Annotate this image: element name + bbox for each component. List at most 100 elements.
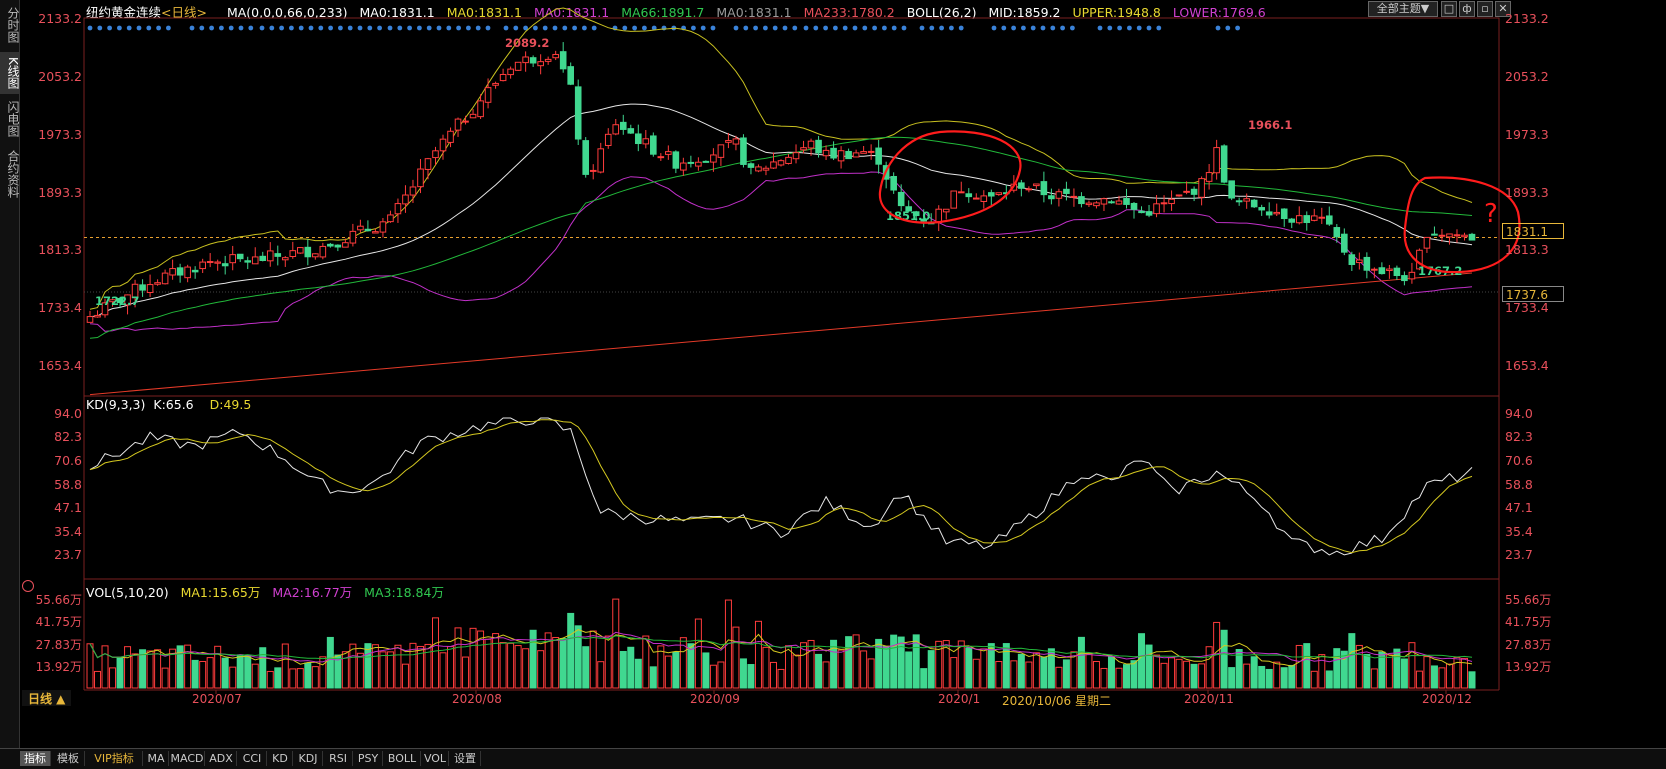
candle-body — [1431, 233, 1438, 236]
candle-body — [1295, 215, 1303, 224]
volume-bar — [1055, 666, 1063, 689]
volume-bar — [462, 656, 470, 689]
volume-bar — [492, 633, 500, 689]
window-icon[interactable]: □ — [1441, 1, 1457, 17]
main-panel-border — [83, 17, 1500, 397]
candle-body — [965, 193, 973, 198]
bottom-tab-11[interactable]: BOLL — [384, 751, 421, 766]
vol-settings-icon[interactable] — [22, 580, 34, 592]
period-tab[interactable]: 日线 ▲ — [22, 690, 72, 706]
theme-dropdown[interactable]: 全部主题▼ — [1368, 1, 1438, 17]
bottom-tab-12[interactable]: VOL — [422, 751, 449, 766]
bottom-tab-2[interactable]: VIP指标 — [86, 751, 143, 766]
signal-dot — [1040, 25, 1046, 31]
signal-dot — [397, 25, 403, 31]
signal-dot — [436, 25, 442, 31]
volume-bar — [184, 644, 192, 689]
volume-bar — [837, 649, 845, 689]
volume-bar — [634, 658, 642, 689]
candle-body — [995, 192, 1003, 196]
candle-body — [116, 298, 124, 304]
bottom-tab-7[interactable]: KD — [268, 751, 293, 766]
fullscreen-icon[interactable]: ▫ — [1477, 1, 1493, 17]
volume-bar — [1273, 661, 1281, 689]
candle-body — [552, 53, 559, 59]
candle-body — [349, 230, 357, 244]
bottom-tab-9[interactable]: RSI — [324, 751, 353, 766]
volume-bar — [1190, 663, 1198, 689]
volume-bar — [800, 642, 808, 689]
candle-body — [1265, 211, 1273, 216]
candle-body — [244, 260, 252, 263]
candle-body — [1213, 147, 1220, 174]
sidebar-item-timeshare[interactable]: 分时图 — [6, 7, 20, 43]
signal-dot — [523, 25, 528, 31]
candle-body — [297, 247, 304, 254]
candle-body — [800, 147, 807, 151]
sidebar-item-kline[interactable]: K线图 — [0, 52, 20, 94]
bottom-tab-3[interactable]: MA — [144, 751, 169, 766]
candle-body — [762, 167, 770, 171]
volume-bar — [1318, 654, 1326, 689]
signal-dot — [1021, 25, 1026, 31]
sidebar-item-lightning[interactable]: 闪电图 — [6, 101, 20, 137]
handdrawn-question-mark: ? — [1484, 199, 1498, 229]
candle-body — [1070, 195, 1078, 198]
candle-body — [1123, 198, 1130, 205]
price-axis-left-label: 1733.4 — [38, 300, 82, 316]
candle-body — [1153, 203, 1160, 215]
signal-dot — [743, 25, 749, 31]
signal-dot — [146, 25, 152, 31]
volume-bar — [259, 647, 267, 689]
candle-body — [1160, 202, 1168, 205]
volume-bar — [169, 648, 177, 689]
candle-body — [785, 156, 792, 164]
date-axis-label: 2020/1 — [938, 692, 981, 706]
candle-body — [1468, 233, 1476, 241]
volume-bar — [1168, 657, 1176, 689]
candle-body — [867, 150, 875, 153]
instrument-title[interactable]: 纽约黄金连续 — [86, 5, 162, 20]
candle-body — [725, 140, 732, 143]
candle-body — [154, 282, 161, 285]
candle-body — [364, 228, 372, 232]
bottom-tab-1[interactable]: 模板 — [52, 751, 85, 766]
volume-bar — [649, 666, 657, 689]
volume-bar — [950, 657, 958, 689]
signal-dot — [622, 25, 628, 31]
bottom-tab-13[interactable]: 设置 — [450, 751, 481, 766]
pin-icon[interactable]: ф — [1459, 1, 1475, 17]
price-axis-left-label: 1893.3 — [38, 184, 82, 200]
bottom-tab-10[interactable]: PSY — [354, 751, 383, 766]
signal-dot — [572, 25, 577, 31]
vol-axis-left-label: 41.75万 — [35, 615, 82, 630]
volume-bar — [1025, 661, 1033, 689]
ma233-value: MA233:1780.2 — [803, 5, 895, 20]
signal-dot — [929, 25, 935, 31]
sidebar-item-contract[interactable]: 合约资料 — [6, 150, 20, 198]
boll-mid-line — [89, 103, 1473, 318]
candle-body — [710, 154, 717, 163]
candle-body — [236, 253, 244, 260]
bottom-tab-6[interactable]: CCI — [238, 751, 267, 766]
volume-bar — [672, 651, 680, 689]
bottom-tab-4[interactable]: MACD — [170, 751, 205, 766]
volume-bar — [522, 648, 530, 689]
candle-body — [942, 208, 950, 213]
bottom-tab-8[interactable]: KDJ — [294, 751, 323, 766]
close-icon[interactable]: ✕ — [1495, 1, 1511, 17]
signal-dot — [700, 25, 706, 31]
signal-dot — [338, 25, 343, 31]
candle-body — [424, 158, 432, 170]
volume-bar — [469, 627, 477, 689]
period-label[interactable]: <日线> — [161, 5, 207, 20]
candle-body — [1318, 216, 1326, 219]
price-axis-right-label: 2133.2 — [1505, 11, 1549, 26]
bottom-tab-0[interactable]: 指标 — [20, 751, 51, 766]
bottom-tab-5[interactable]: ADX — [206, 751, 237, 766]
volume-bar — [852, 634, 860, 689]
boll-label: BOLL(26,2) — [906, 5, 977, 20]
candle-body — [221, 263, 229, 267]
candle-body — [1378, 267, 1386, 275]
